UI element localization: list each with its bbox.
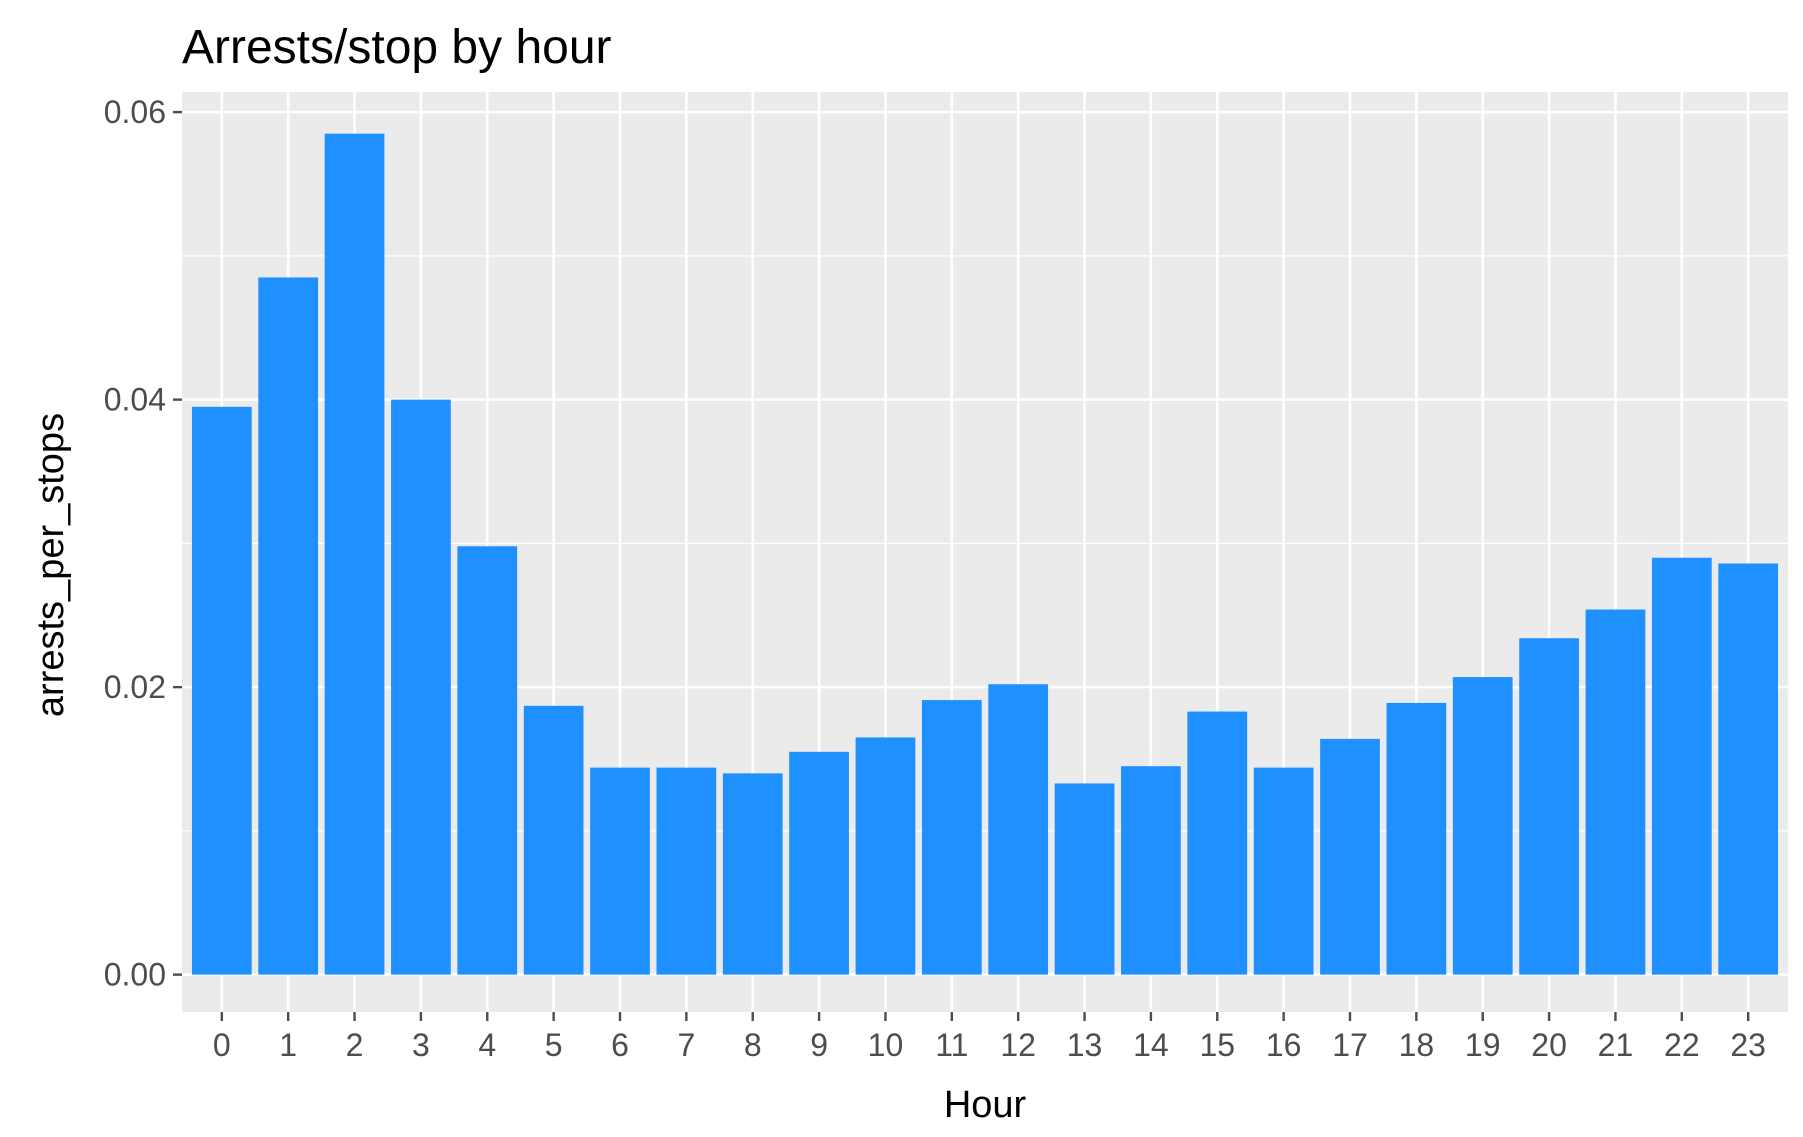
x-tick-label: 18 — [1399, 1027, 1435, 1063]
x-tick-label: 20 — [1531, 1027, 1567, 1063]
bar-hour-2 — [324, 133, 385, 975]
x-tick-label: 22 — [1664, 1027, 1700, 1063]
bar-hour-14 — [1121, 766, 1181, 975]
x-tick-label: 19 — [1465, 1027, 1501, 1063]
bar-hour-9 — [789, 751, 849, 975]
x-tick-label: 5 — [545, 1027, 563, 1063]
y-tick-label: 0.00 — [104, 957, 166, 993]
bar-hour-21 — [1585, 609, 1646, 975]
bar-hour-17 — [1320, 738, 1380, 975]
bar-hour-1 — [258, 277, 319, 975]
x-tick-label: 10 — [868, 1027, 904, 1063]
bar-hour-5 — [523, 705, 584, 975]
x-tick-label: 13 — [1067, 1027, 1103, 1063]
bar-hour-18 — [1386, 702, 1447, 975]
x-tick-label: 4 — [478, 1027, 496, 1063]
x-tick-label: 16 — [1266, 1027, 1302, 1063]
x-tick-label: 0 — [213, 1027, 231, 1063]
x-tick-label: 2 — [346, 1027, 364, 1063]
x-tick-label: 11 — [935, 1027, 968, 1063]
bar-hour-20 — [1519, 638, 1579, 975]
y-tick-label: 0.02 — [104, 669, 166, 705]
x-axis-title: Hour — [944, 1084, 1027, 1126]
y-axis: 0.00 0.02 0.04 0.06 — [104, 94, 182, 993]
bar-hour-0 — [191, 406, 252, 975]
y-axis-title: arrests_per_stops — [30, 413, 72, 717]
y-tick-label: 0.06 — [104, 94, 166, 130]
bar-hour-13 — [1054, 783, 1115, 975]
bar-hour-6 — [590, 767, 650, 975]
x-tick-label: 9 — [810, 1027, 828, 1063]
y-tick-label: 0.04 — [104, 382, 166, 418]
x-tick-label: 14 — [1133, 1027, 1169, 1063]
x-tick-label: 7 — [677, 1027, 695, 1063]
bar-hour-15 — [1187, 711, 1248, 975]
x-tick-label: 15 — [1199, 1027, 1235, 1063]
bar-hour-16 — [1253, 767, 1314, 975]
x-tick-label: 3 — [412, 1027, 430, 1063]
x-tick-label: 6 — [611, 1027, 629, 1063]
x-tick-label: 1 — [279, 1027, 297, 1063]
x-tick-label: 17 — [1332, 1027, 1368, 1063]
bar-hour-23 — [1718, 563, 1779, 975]
bar-hour-7 — [656, 767, 717, 975]
bars — [191, 133, 1779, 975]
bar-hour-3 — [391, 399, 451, 975]
bar-hour-8 — [722, 773, 783, 975]
bar-hour-22 — [1651, 557, 1712, 975]
chart-title: Arrests/stop by hour — [182, 21, 612, 74]
bar-hour-4 — [457, 546, 518, 975]
bar-hour-12 — [988, 684, 1049, 975]
bar-hour-10 — [855, 737, 916, 975]
x-tick-label: 23 — [1730, 1027, 1766, 1063]
x-axis: 0 1 2 3 4 5 6 7 8 9 10 11 12 13 14 15 16 17 18 19 20 21 22 23 — [213, 1012, 1766, 1063]
x-tick-label: 8 — [744, 1027, 762, 1063]
x-tick-label: 12 — [1000, 1027, 1036, 1063]
x-tick-label: 21 — [1598, 1027, 1634, 1063]
bar-hour-11 — [921, 700, 982, 975]
bar-hour-19 — [1452, 677, 1513, 975]
